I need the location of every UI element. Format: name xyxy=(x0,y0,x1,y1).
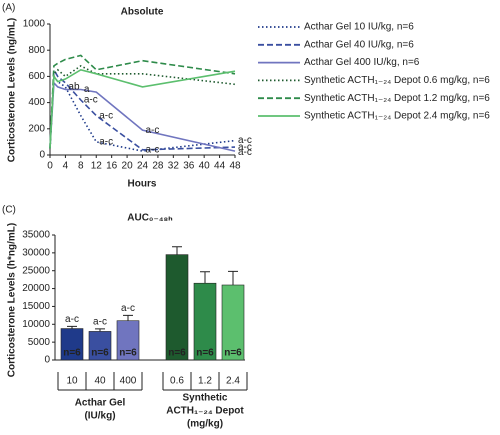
error-bar xyxy=(172,246,182,255)
annotation: a-c xyxy=(84,95,98,106)
group-label: (mg/kg) xyxy=(187,419,223,430)
x-tick-label: 40 xyxy=(199,161,211,172)
error-bar xyxy=(67,325,77,329)
axis xyxy=(54,235,245,361)
chart-title: AUC₀₋₄₈ₕ xyxy=(127,213,173,224)
x-tick-label: 36 xyxy=(183,161,195,172)
annotation: a-c xyxy=(238,147,252,158)
x-tick-label: 32 xyxy=(168,161,180,172)
legend-label: Synthetic ACTH₁₋₂₄ Depot 2.4 mg/kg, n=6 xyxy=(304,111,490,122)
x-tick-label: 44 xyxy=(214,161,226,172)
series-line xyxy=(49,67,236,151)
legend-label: Acthar Gel 40 IU/kg, n=6 xyxy=(304,39,414,50)
y-tick-label: 0 xyxy=(39,150,45,161)
y-axis-label: Corticosterone Levels (h*ng/mL) xyxy=(7,223,18,377)
error-bar xyxy=(228,270,238,285)
y-tick-label: 1000 xyxy=(23,19,46,30)
x-tick-label: 16 xyxy=(106,161,118,172)
series-line xyxy=(49,64,236,149)
y-tick-label: 0 xyxy=(44,355,50,366)
x-tick-label: 20 xyxy=(122,161,134,172)
x-tick-label: 1.2 xyxy=(198,376,212,387)
x-tick-label: 4 xyxy=(63,161,69,172)
legend-label: Synthetic ACTH₁₋₂₄ Depot 0.6 mg/kg, n=6 xyxy=(304,75,490,86)
annotation: a-c xyxy=(146,144,160,155)
annotation: a-c xyxy=(238,142,252,153)
bar-label: n=6 xyxy=(168,348,186,359)
x-tick-label: 2.4 xyxy=(226,376,240,387)
group-label: Acthar Gel xyxy=(75,398,126,409)
annotation: a-c xyxy=(99,137,113,148)
annotation: a-c xyxy=(65,314,79,325)
x-axis-label: Hours xyxy=(128,179,157,190)
x-tick-label: 24 xyxy=(137,161,149,172)
y-tick-label: 35000 xyxy=(22,230,50,241)
annotation: a-c xyxy=(146,125,160,136)
bar-label: n=6 xyxy=(224,348,242,359)
bar-label: n=6 xyxy=(119,348,137,359)
y-tick-label: 30000 xyxy=(22,247,50,258)
y-tick-label: 200 xyxy=(28,123,45,134)
bar-label: n=6 xyxy=(91,348,109,359)
y-tick-label: 15000 xyxy=(22,301,50,312)
error-bar xyxy=(95,328,105,332)
y-tick-label: 25000 xyxy=(22,265,50,276)
panel-label: (C) xyxy=(2,205,16,216)
legend-label: Acthar Gel 400 IU/kg, n=6 xyxy=(304,57,420,68)
x-tick-label: 0.6 xyxy=(170,376,184,387)
annotation: a xyxy=(84,84,90,95)
x-tick-label: 8 xyxy=(78,161,84,172)
error-bar xyxy=(200,271,210,284)
bar-label: n=6 xyxy=(63,348,81,359)
chart-title: Absolute xyxy=(121,7,164,18)
series-line xyxy=(49,54,236,149)
x-tick-label: 48 xyxy=(229,161,241,172)
x-tick-label: 0 xyxy=(47,161,53,172)
series-line xyxy=(49,68,236,149)
x-tick-label: 10 xyxy=(66,376,78,387)
series-line xyxy=(49,81,236,152)
bar-label: n=6 xyxy=(196,348,214,359)
group-label: Synthetic xyxy=(182,393,227,404)
x-tick-label: 12 xyxy=(91,161,103,172)
y-tick-label: 5000 xyxy=(28,337,51,348)
y-tick-label: 10000 xyxy=(22,319,50,330)
y-tick-label: 20000 xyxy=(22,283,50,294)
annotation: a-c xyxy=(99,110,113,121)
y-axis-label: Corticosterone Levels (ng/mL) xyxy=(7,18,18,162)
error-bar xyxy=(123,314,133,321)
group-label: (IU/kg) xyxy=(84,411,115,422)
annotation: a-c xyxy=(238,135,252,146)
x-tick-label: 40 xyxy=(94,376,106,387)
bar xyxy=(165,254,189,361)
x-tick-label: 400 xyxy=(120,376,137,387)
annotation: a-c xyxy=(121,303,135,314)
annotation: a-c xyxy=(93,317,107,328)
group-label: ACTH₁₋₂₄ Depot xyxy=(166,406,244,417)
legend-label: Acthar Gel 10 IU/kg, n=6 xyxy=(304,22,414,33)
y-tick-label: 600 xyxy=(28,71,45,82)
panel-label: (A) xyxy=(2,3,15,14)
y-tick-label: 800 xyxy=(28,45,45,56)
y-tick-label: 400 xyxy=(28,97,45,108)
legend-label: Synthetic ACTH₁₋₂₄ Depot 1.2 mg/kg, n=6 xyxy=(304,93,490,104)
annotation: ab xyxy=(68,82,80,93)
x-tick-label: 28 xyxy=(152,161,164,172)
